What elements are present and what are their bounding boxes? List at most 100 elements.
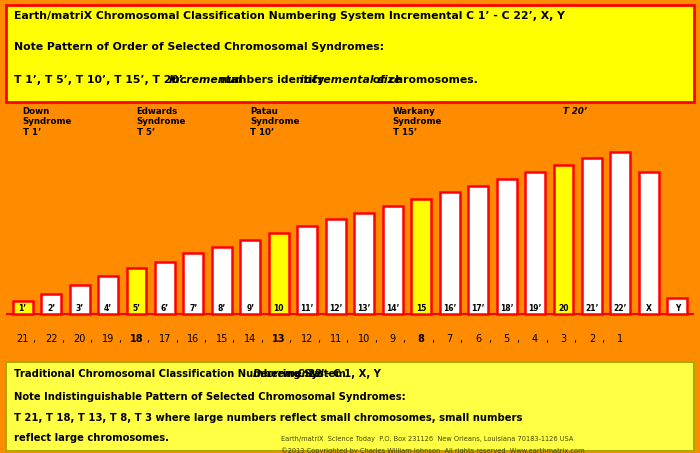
Text: 13: 13 [272,334,286,344]
Text: Earth/matriX Chromosomal Classification Numbering System Incremental C 1’ - C 22: Earth/matriX Chromosomal Classification … [14,11,565,21]
Text: 15: 15 [216,334,228,344]
Text: 20: 20 [74,334,86,344]
Bar [354,213,374,314]
Text: ,: , [402,334,405,344]
Text: ,: , [146,334,150,344]
Text: ,: , [602,334,605,344]
Text: Patau
Syndrome
T 10’: Patau Syndrome T 10’ [251,107,300,137]
Text: of chromosomes.: of chromosomes. [369,75,478,85]
Text: 13’: 13’ [358,304,371,313]
Text: ,: , [317,334,321,344]
Bar [98,276,118,314]
Bar [269,233,289,314]
Text: 12’: 12’ [329,304,342,313]
Text: ,: , [374,334,377,344]
Text: 8’: 8’ [218,304,226,313]
Text: incremental size: incremental size [300,75,402,85]
Text: 1’: 1’ [19,304,27,313]
Text: Incremental: Incremental [169,75,242,85]
Bar [667,298,687,314]
Text: 20: 20 [558,304,568,313]
Bar [127,268,146,314]
Text: ,: , [346,334,349,344]
Bar [326,220,346,314]
Text: Decremental: Decremental [253,370,325,380]
Text: ,: , [288,334,292,344]
Bar [582,159,602,314]
Text: ,: , [90,334,92,344]
Bar [639,172,659,314]
Bar [298,226,317,314]
Text: 11’: 11’ [300,304,314,313]
Text: 22: 22 [45,334,57,344]
Text: ,: , [488,334,491,344]
Text: 10: 10 [274,304,284,313]
Text: Note Pattern of Order of Selected Chromosomal Syndromes:: Note Pattern of Order of Selected Chromo… [14,42,384,52]
Text: C 22 - C 1, X, Y: C 22 - C 1, X, Y [295,370,382,380]
Text: Traditional Chromosomal Classification Numbering System: Traditional Chromosomal Classification N… [14,370,349,380]
Text: Y: Y [675,304,680,313]
Text: 8: 8 [418,334,425,344]
Text: 19: 19 [102,334,114,344]
Text: ©2013 Copyrighted by Charles William Johnson  All rights reserved  Www.earthmatr: ©2013 Copyrighted by Charles William Joh… [281,447,584,453]
Text: numbers identify: numbers identify [216,75,328,85]
Text: 21: 21 [17,334,29,344]
Text: 9: 9 [390,334,395,344]
Text: T 1’, T 5’, T 10’, T 15’, T 20’.: T 1’, T 5’, T 10’, T 15’, T 20’. [14,75,191,85]
Text: ,: , [260,334,263,344]
Text: 15: 15 [416,304,426,313]
Text: 5: 5 [503,334,510,344]
Text: ,: , [203,334,206,344]
Text: 14: 14 [244,334,256,344]
Text: ,: , [232,334,235,344]
Text: 16’: 16’ [443,304,456,313]
Text: Earth/matriX  Science Today  P.O. Box 231126  New Orleans, Louisiana 70183-1126 : Earth/matriX Science Today P.O. Box 2311… [281,436,573,442]
Text: 4: 4 [532,334,538,344]
Text: ,: , [32,334,36,344]
Text: 12: 12 [301,334,314,344]
Bar [240,240,260,314]
Text: ,: , [545,334,548,344]
Bar [13,301,33,314]
Text: 14’: 14’ [386,304,400,313]
Text: ,: , [61,334,64,344]
Text: Warkany
Syndrome
T 15’: Warkany Syndrome T 15’ [393,107,442,137]
Bar [212,246,232,314]
Bar [525,172,545,314]
Text: ,: , [517,334,519,344]
Text: 21’: 21’ [585,304,598,313]
Text: 4’: 4’ [104,304,112,313]
Text: 3: 3 [561,334,566,344]
Text: Note Indistinguishable Pattern of Selected Chromosomal Syndromes:: Note Indistinguishable Pattern of Select… [14,391,405,401]
Text: ,: , [431,334,434,344]
Text: 5’: 5’ [132,304,141,313]
Bar [69,284,90,314]
Text: X: X [646,304,652,313]
Bar [183,253,204,314]
Text: 16: 16 [188,334,200,344]
Bar [155,261,175,314]
Text: Down
Syndrome
T 1’: Down Syndrome T 1’ [22,107,72,137]
Bar [554,165,573,314]
Text: reflect large chromosomes.: reflect large chromosomes. [14,433,169,443]
Text: 9’: 9’ [246,304,254,313]
Text: 2: 2 [589,334,595,344]
Text: 3’: 3’ [76,304,84,313]
Text: 17: 17 [159,334,172,344]
Bar [468,186,488,314]
Bar [496,179,517,314]
Bar [411,199,431,314]
Text: 18’: 18’ [500,304,513,313]
Text: 22’: 22’ [614,304,627,313]
Text: ,: , [573,334,576,344]
Text: 17’: 17’ [471,304,485,313]
Text: 7: 7 [447,334,453,344]
Text: 10: 10 [358,334,370,344]
Text: T 20’: T 20’ [564,107,587,116]
Text: 2’: 2’ [47,304,55,313]
Text: 19’: 19’ [528,304,542,313]
Text: 1: 1 [617,334,624,344]
Text: 7’: 7’ [189,304,197,313]
Text: 6’: 6’ [161,304,169,313]
Text: ,: , [118,334,121,344]
